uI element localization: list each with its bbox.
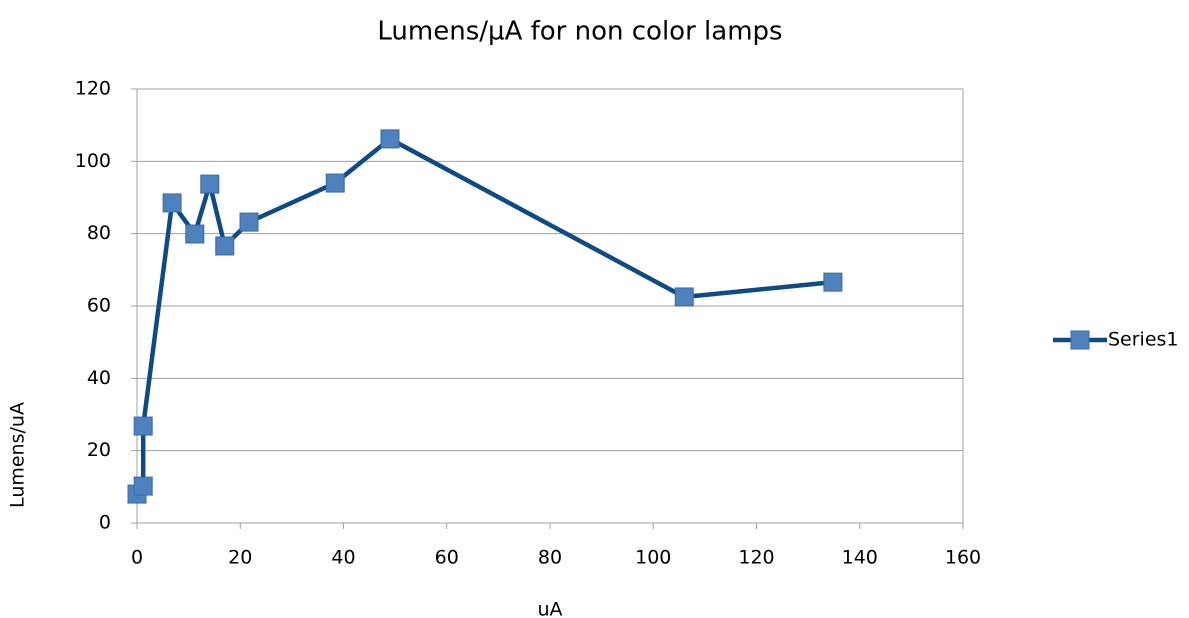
x-tick-label: 40 bbox=[331, 547, 355, 569]
x-tick-label: 0 bbox=[131, 547, 143, 569]
marker bbox=[215, 236, 235, 256]
series-line bbox=[135, 136, 834, 496]
x-tick-label: 120 bbox=[738, 547, 774, 569]
marker bbox=[239, 212, 259, 232]
marker bbox=[674, 287, 694, 307]
y-tick-label: 0 bbox=[99, 512, 111, 534]
x-axis-title: uA bbox=[537, 599, 562, 618]
y-axis-title: Lumens/uA bbox=[7, 402, 29, 508]
y-tick-label: 100 bbox=[75, 150, 111, 172]
marker bbox=[380, 129, 400, 149]
marker bbox=[325, 173, 345, 193]
marker bbox=[162, 193, 182, 213]
marker bbox=[200, 174, 220, 194]
legend-marker bbox=[1070, 330, 1090, 350]
x-tick-label: 140 bbox=[842, 547, 878, 569]
y-tick-label: 80 bbox=[87, 222, 111, 244]
y-tick-label: 20 bbox=[87, 439, 111, 461]
legend-label: Series1 bbox=[1108, 329, 1179, 351]
x-tick-label: 80 bbox=[538, 547, 562, 569]
y-tick-label: 40 bbox=[87, 367, 111, 389]
y-tick-label: 60 bbox=[87, 295, 111, 317]
y-tick-label: 120 bbox=[75, 78, 111, 100]
x-tick-label: 160 bbox=[945, 547, 981, 569]
chart-title: Lumens/µA for non color lamps bbox=[377, 17, 782, 47]
x-tick-label: 60 bbox=[435, 547, 459, 569]
x-tick-label: 20 bbox=[228, 547, 252, 569]
marker bbox=[185, 224, 205, 244]
marker bbox=[823, 272, 843, 292]
x-tick-label: 100 bbox=[635, 547, 671, 569]
marker bbox=[133, 476, 153, 496]
marker bbox=[133, 416, 153, 436]
